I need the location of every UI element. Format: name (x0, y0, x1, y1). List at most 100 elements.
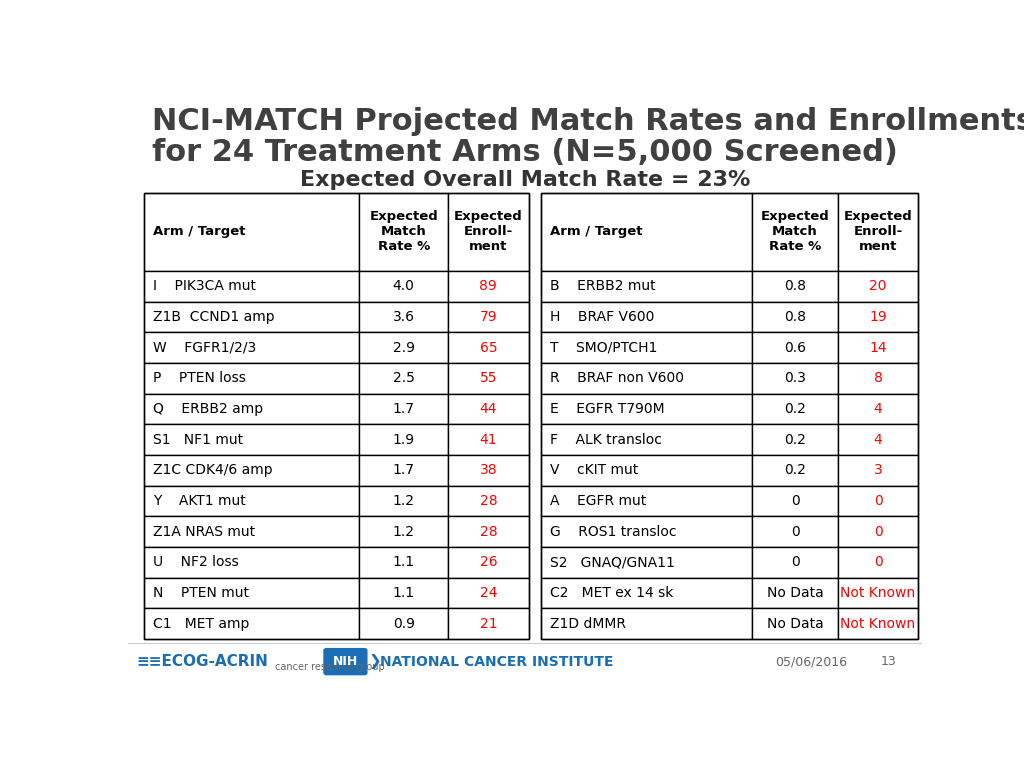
Bar (541, 394, 752, 424)
Text: S2   GNAQ/GNA11: S2 GNAQ/GNA11 (550, 555, 675, 569)
Text: 4: 4 (873, 432, 883, 447)
Bar (447, 516, 528, 547)
Bar (143, 193, 359, 271)
Bar (839, 455, 918, 485)
Text: 21: 21 (479, 617, 498, 631)
Text: NIH: NIH (333, 655, 358, 668)
Bar (752, 485, 839, 516)
Bar (541, 455, 752, 485)
Text: 24: 24 (479, 586, 497, 600)
Text: A    EGFR mut: A EGFR mut (550, 494, 646, 508)
Bar (143, 363, 359, 394)
Text: NCI-MATCH Projected Match Rates and Enrollments: NCI-MATCH Projected Match Rates and Enro… (152, 107, 1024, 136)
Bar (752, 333, 839, 363)
Bar (541, 193, 752, 271)
Text: 0: 0 (791, 494, 800, 508)
Bar (447, 363, 528, 394)
Text: Expected
Enroll-
ment: Expected Enroll- ment (844, 210, 912, 253)
Bar (359, 363, 447, 394)
Text: ❯: ❯ (369, 654, 381, 669)
Bar (839, 424, 918, 455)
Text: 0.2: 0.2 (784, 432, 806, 447)
Bar (752, 363, 839, 394)
Bar (359, 394, 447, 424)
Bar (359, 193, 447, 271)
Text: 28: 28 (479, 494, 498, 508)
Text: 0.3: 0.3 (784, 371, 806, 386)
Bar (143, 547, 359, 578)
Text: Expected
Enroll-
ment: Expected Enroll- ment (454, 210, 522, 253)
Text: C2   MET ex 14 sk: C2 MET ex 14 sk (550, 586, 674, 600)
Bar (839, 485, 918, 516)
Text: No Data: No Data (767, 617, 823, 631)
Text: 38: 38 (479, 463, 498, 478)
Bar (839, 516, 918, 547)
Bar (541, 547, 752, 578)
Bar (447, 193, 528, 271)
Text: 0: 0 (873, 555, 883, 569)
Bar (143, 424, 359, 455)
Text: 8: 8 (873, 371, 883, 386)
Bar (447, 333, 528, 363)
Bar (447, 608, 528, 639)
Text: 0: 0 (791, 555, 800, 569)
Bar (839, 608, 918, 639)
Text: Z1D dMMR: Z1D dMMR (550, 617, 627, 631)
Text: ≡≡ECOG-ACRIN: ≡≡ECOG-ACRIN (136, 654, 268, 669)
Text: Y    AKT1 mut: Y AKT1 mut (154, 494, 246, 508)
Text: T    SMO/PTCH1: T SMO/PTCH1 (550, 340, 657, 355)
Bar (143, 302, 359, 333)
Bar (359, 302, 447, 333)
Text: 1.1: 1.1 (392, 586, 415, 600)
Text: 0.2: 0.2 (784, 463, 806, 478)
Bar (541, 363, 752, 394)
Bar (752, 394, 839, 424)
Bar (143, 485, 359, 516)
Bar (447, 547, 528, 578)
Text: 05/06/2016: 05/06/2016 (775, 655, 847, 668)
Bar (143, 333, 359, 363)
Bar (447, 578, 528, 608)
Text: C1   MET amp: C1 MET amp (154, 617, 250, 631)
Bar (752, 455, 839, 485)
Text: S1   NF1 mut: S1 NF1 mut (154, 432, 244, 447)
Bar (752, 193, 839, 271)
Text: 1.9: 1.9 (392, 432, 415, 447)
Text: U    NF2 loss: U NF2 loss (154, 555, 240, 569)
Bar (839, 193, 918, 271)
Bar (752, 547, 839, 578)
Text: 1.1: 1.1 (392, 555, 415, 569)
Text: Not Known: Not Known (841, 617, 915, 631)
Text: 0: 0 (791, 525, 800, 538)
Text: 2.5: 2.5 (393, 371, 415, 386)
Bar (752, 608, 839, 639)
Text: Not Known: Not Known (841, 586, 915, 600)
Text: 1.2: 1.2 (392, 525, 415, 538)
Text: 89: 89 (479, 280, 498, 293)
Bar (839, 302, 918, 333)
Text: 2.9: 2.9 (392, 340, 415, 355)
Text: 3: 3 (873, 463, 883, 478)
Text: V    cKIT mut: V cKIT mut (550, 463, 638, 478)
Text: Expected Overall Match Rate = 23%: Expected Overall Match Rate = 23% (300, 170, 750, 190)
Bar (839, 547, 918, 578)
Bar (541, 485, 752, 516)
Text: H    BRAF V600: H BRAF V600 (550, 310, 654, 324)
Text: R    BRAF non V600: R BRAF non V600 (550, 371, 684, 386)
Text: 0.2: 0.2 (784, 402, 806, 416)
Bar (143, 578, 359, 608)
Text: 65: 65 (479, 340, 498, 355)
Bar (541, 271, 752, 302)
Text: 1.7: 1.7 (392, 402, 415, 416)
Text: NATIONAL CANCER INSTITUTE: NATIONAL CANCER INSTITUTE (380, 654, 613, 669)
Bar (752, 424, 839, 455)
Text: 55: 55 (479, 371, 497, 386)
Bar (541, 333, 752, 363)
Bar (541, 608, 752, 639)
Text: G    ROS1 transloc: G ROS1 transloc (550, 525, 677, 538)
Text: P    PTEN loss: P PTEN loss (154, 371, 246, 386)
Text: I    PIK3CA mut: I PIK3CA mut (154, 280, 256, 293)
Bar (447, 424, 528, 455)
FancyBboxPatch shape (324, 649, 367, 674)
Bar (752, 516, 839, 547)
